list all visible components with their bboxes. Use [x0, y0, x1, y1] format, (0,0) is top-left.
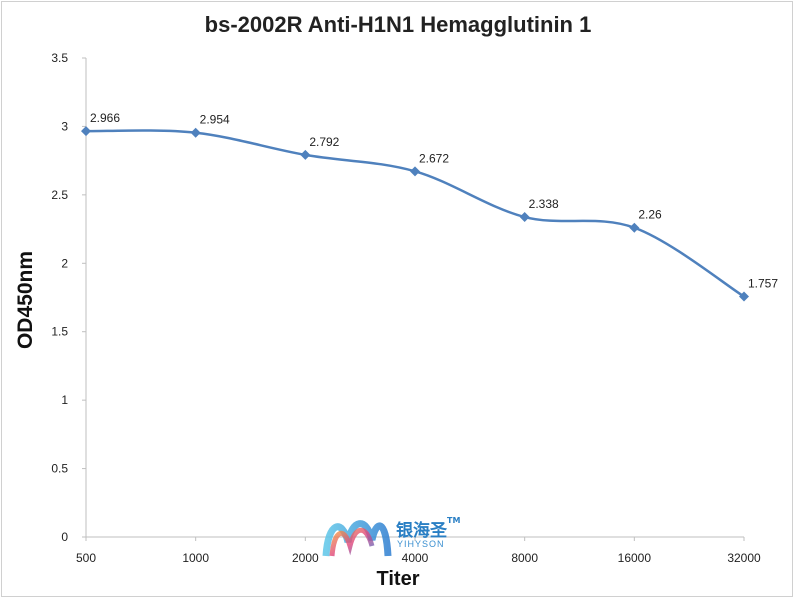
- data-point-marker: [410, 166, 420, 177]
- x-tick-label: 500: [76, 551, 96, 565]
- x-tick-label: 8000: [511, 551, 538, 565]
- data-point-marker: [190, 127, 201, 138]
- y-tick-label: 2: [61, 256, 68, 270]
- y-tick-label: 0: [61, 530, 68, 544]
- data-point-marker: [519, 212, 530, 223]
- y-tick-label: 1: [61, 393, 68, 407]
- yihyson-logo-icon: [322, 520, 392, 557]
- x-axis-label: Titer: [376, 568, 420, 590]
- chart-title: bs-2002R Anti-H1N1 Hemagglutinin 1: [204, 12, 592, 37]
- data-point-marker: [629, 222, 640, 233]
- data-point-marker: [300, 149, 311, 160]
- y-tick-label: 3.5: [51, 51, 68, 65]
- data-point-marker: [739, 291, 749, 302]
- watermark-brand-cn: 银海圣: [396, 521, 447, 541]
- watermark-brand-en: YIHYSON: [397, 539, 445, 549]
- x-tick-label: 32000: [727, 551, 761, 565]
- data-label: 2.954: [200, 113, 230, 127]
- data-label: 2.792: [309, 135, 339, 149]
- data-label: 1.757: [748, 277, 778, 291]
- y-tick-label: 0.5: [51, 462, 68, 476]
- data-label: 2.672: [419, 151, 449, 165]
- x-tick-label: 1000: [182, 551, 209, 565]
- y-tick-label: 2.5: [51, 188, 68, 202]
- y-tick-label: 1.5: [51, 325, 68, 339]
- x-tick-label: 4000: [402, 551, 429, 565]
- data-label: 2.26: [638, 208, 662, 222]
- data-label: 2.338: [529, 197, 559, 211]
- data-point-marker: [81, 126, 91, 137]
- x-tick-label: 16000: [618, 551, 652, 565]
- watermark-tm: TM: [447, 516, 461, 525]
- watermark-logo: 银海圣TM YIHYSON: [322, 512, 482, 560]
- data-label: 2.966: [90, 111, 120, 125]
- x-tick-label: 2000: [292, 551, 319, 565]
- y-tick-label: 3: [61, 119, 68, 133]
